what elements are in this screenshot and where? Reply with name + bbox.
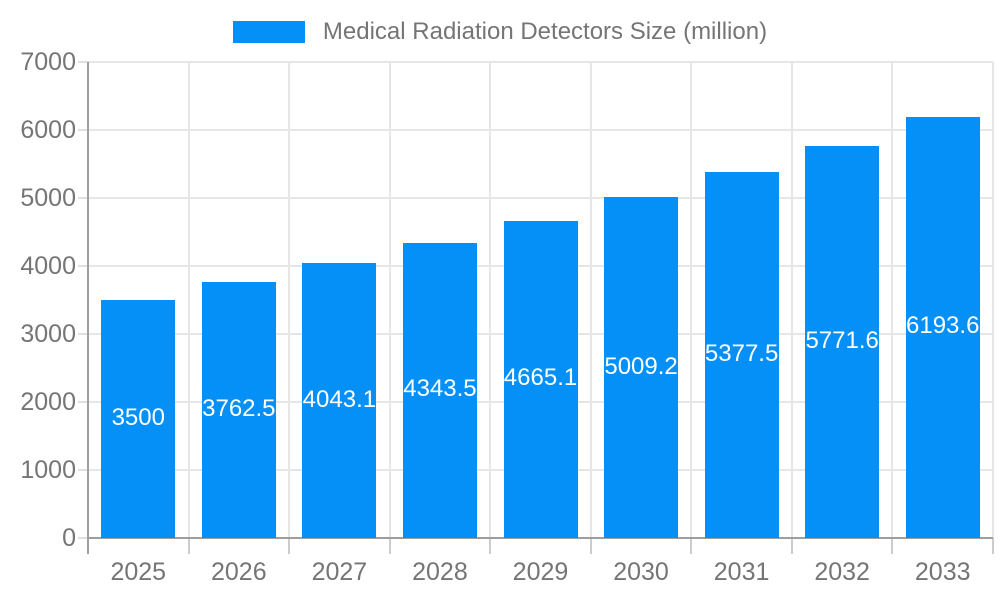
x-axis-tick	[489, 538, 492, 554]
gridline-vertical	[388, 62, 391, 538]
x-axis-label: 2030	[613, 558, 669, 586]
x-axis-label: 2029	[512, 558, 569, 586]
x-axis-label: 2027	[311, 558, 368, 586]
y-axis-tick	[78, 469, 88, 471]
y-axis-label: 7000	[20, 48, 76, 76]
x-axis-tick	[790, 538, 793, 554]
y-axis-tick	[78, 537, 88, 539]
x-axis-tick	[87, 538, 89, 554]
x-axis-label: 2025	[110, 558, 167, 586]
x-axis-label: 2031	[713, 558, 770, 586]
legend[interactable]: Medical Radiation Detectors Size (millio…	[0, 18, 1000, 46]
x-axis-tick	[690, 538, 693, 554]
y-axis-line	[87, 62, 89, 538]
x-axis-label: 2026	[211, 558, 267, 586]
bar[interactable]	[201, 282, 276, 538]
y-axis-tick	[78, 129, 88, 131]
y-axis-tick	[78, 197, 88, 199]
x-axis-tick	[288, 538, 291, 554]
y-axis-label: 5000	[20, 184, 76, 212]
bar[interactable]	[101, 300, 176, 538]
bar[interactable]	[704, 172, 779, 538]
y-axis-label: 4000	[20, 252, 76, 280]
legend-label: Medical Radiation Detectors Size (millio…	[322, 18, 768, 45]
y-axis-label: 0	[62, 524, 76, 552]
y-axis-tick	[78, 401, 88, 403]
gridline-vertical	[891, 62, 894, 538]
bar[interactable]	[402, 242, 477, 538]
y-axis-label: 3000	[20, 320, 76, 348]
x-axis-tick	[187, 538, 190, 554]
x-axis-label: 2033	[914, 558, 971, 586]
y-axis-label: 6000	[20, 116, 76, 144]
bar[interactable]	[905, 116, 980, 538]
x-axis-label: 2028	[412, 558, 468, 586]
bar[interactable]	[503, 220, 578, 538]
y-axis-label: 2000	[20, 388, 76, 416]
bar[interactable]	[302, 263, 377, 538]
gridline-vertical	[187, 62, 190, 538]
y-axis-label: 1000	[20, 456, 76, 484]
x-axis-tick	[388, 538, 391, 554]
y-axis-tick	[78, 61, 88, 63]
gridline-vertical	[489, 62, 492, 538]
x-axis-tick	[891, 538, 894, 554]
x-axis-tick	[992, 538, 994, 554]
y-axis-tick	[78, 333, 88, 335]
bar[interactable]	[604, 197, 679, 538]
gridline-vertical	[790, 62, 793, 538]
bar[interactable]	[805, 145, 880, 538]
x-axis-label: 2032	[814, 558, 870, 586]
gridline-vertical	[288, 62, 291, 538]
gridline-horizontal	[88, 61, 993, 63]
x-axis-tick	[589, 538, 592, 554]
legend-swatch	[232, 21, 305, 43]
gridline-vertical	[589, 62, 592, 538]
gridline-horizontal	[88, 129, 993, 131]
gridline-vertical	[690, 62, 693, 538]
gridline-vertical	[992, 62, 994, 538]
y-axis-tick	[78, 265, 88, 267]
